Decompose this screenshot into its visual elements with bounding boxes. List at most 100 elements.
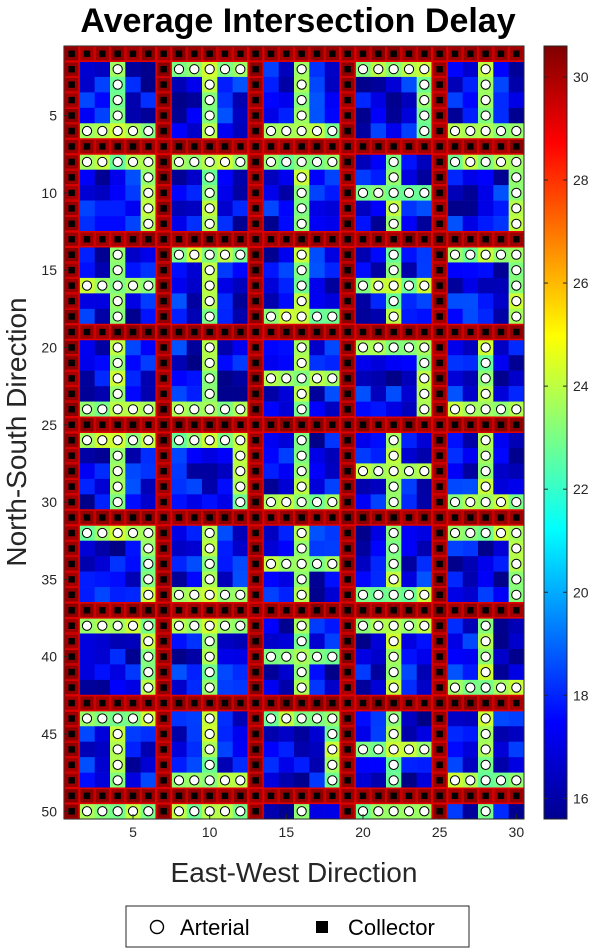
arterial-marker — [143, 203, 154, 214]
collector-marker — [68, 421, 75, 428]
heat-cell — [462, 200, 479, 217]
collector-marker — [252, 545, 259, 552]
collector-marker — [375, 514, 382, 521]
arterial-marker — [173, 156, 185, 168]
collector-cell-outline — [248, 231, 264, 247]
arterial-marker — [311, 373, 323, 384]
arterial-marker — [480, 667, 491, 678]
arterial-marker — [189, 589, 200, 600]
collector-marker — [313, 421, 321, 428]
collector-cell-outline — [248, 138, 264, 155]
collector-cell-outline — [64, 448, 80, 464]
collector-cell-outline — [324, 324, 340, 340]
arterial-marker — [112, 450, 123, 461]
collector-marker — [221, 50, 229, 57]
heat-cell — [355, 664, 371, 681]
collector-marker — [160, 591, 167, 599]
heat-cell — [232, 355, 249, 371]
collector-cell-outline — [309, 324, 325, 340]
collector-marker — [513, 50, 520, 57]
heat-cell — [493, 463, 509, 480]
collector-cell-outline — [248, 463, 264, 479]
collector-marker — [206, 236, 213, 243]
collector-marker — [344, 514, 351, 521]
heat-cell — [125, 246, 141, 263]
heat-cell — [447, 664, 463, 681]
arterial-marker — [127, 156, 139, 168]
collector-marker — [421, 143, 428, 150]
collector-marker — [252, 359, 259, 367]
arterial-marker — [127, 404, 139, 415]
collector-marker — [68, 777, 75, 784]
heat-cell — [324, 478, 341, 495]
collector-marker — [160, 483, 167, 490]
arterial-marker — [388, 589, 399, 600]
collector-marker — [344, 684, 351, 691]
collector-marker — [252, 529, 259, 537]
heat-cell — [232, 679, 249, 696]
heat-cell — [171, 679, 187, 696]
heat-cell — [217, 633, 233, 650]
collector-cell-outline — [248, 602, 264, 618]
arterial-marker — [143, 172, 154, 183]
collector-cell-outline — [171, 46, 187, 62]
x-tick-label: 20 — [355, 824, 371, 840]
heat-cell — [171, 355, 187, 371]
heat-cell — [447, 200, 463, 217]
collector-marker — [68, 607, 75, 614]
collector-marker — [497, 421, 505, 428]
heat-cell — [278, 540, 295, 557]
arterial-marker — [112, 280, 123, 291]
collector-cell-outline — [340, 370, 356, 386]
heat-cell — [125, 726, 141, 742]
collector-marker — [436, 266, 443, 274]
collector-marker — [497, 699, 505, 707]
collector-cell-outline — [340, 154, 356, 170]
heat-cell — [478, 308, 494, 325]
collector-marker — [99, 50, 106, 57]
heat-cell — [401, 92, 417, 109]
collector-cell-outline — [156, 509, 172, 526]
collector-cell-outline — [340, 540, 356, 557]
collector-marker — [129, 514, 137, 521]
heat-cell — [110, 679, 126, 696]
collector-cell-outline — [156, 788, 172, 804]
collector-marker — [252, 174, 259, 181]
collector-cell-outline — [386, 509, 402, 526]
heat-cell — [278, 478, 295, 495]
arterial-marker — [495, 156, 507, 168]
collector-marker — [344, 174, 351, 181]
arterial-marker — [327, 558, 338, 570]
collector-cell-outline — [263, 695, 279, 711]
collector-marker — [421, 236, 428, 243]
collector-cell-outline — [156, 324, 172, 340]
arterial-marker — [327, 373, 338, 384]
heat-cell — [324, 633, 341, 650]
arterial-marker — [204, 373, 215, 384]
collector-marker — [497, 50, 505, 57]
arterial-marker — [235, 404, 246, 415]
heat-cell — [309, 246, 325, 263]
collector-marker — [467, 328, 474, 336]
collector-marker — [252, 328, 259, 336]
collector-marker — [313, 514, 321, 521]
collector-marker — [329, 607, 336, 614]
heat-cell — [462, 262, 479, 279]
collector-marker — [344, 653, 351, 660]
heat-cell — [232, 262, 249, 279]
arterial-marker — [480, 342, 491, 353]
collector-marker — [436, 730, 443, 738]
heat-cell — [401, 401, 417, 418]
heat-cell — [232, 308, 249, 325]
collector-cell-outline — [432, 370, 448, 386]
collector-marker — [482, 607, 489, 614]
arterial-marker — [143, 543, 154, 554]
heat-cell — [462, 757, 479, 773]
arterial-marker — [403, 589, 415, 600]
collector-marker — [68, 220, 75, 227]
collector-cell-outline — [340, 247, 356, 263]
collector-cell-outline — [248, 262, 264, 278]
heat-cell — [324, 447, 341, 464]
arterial-marker — [388, 450, 399, 461]
collector-marker — [68, 529, 75, 537]
